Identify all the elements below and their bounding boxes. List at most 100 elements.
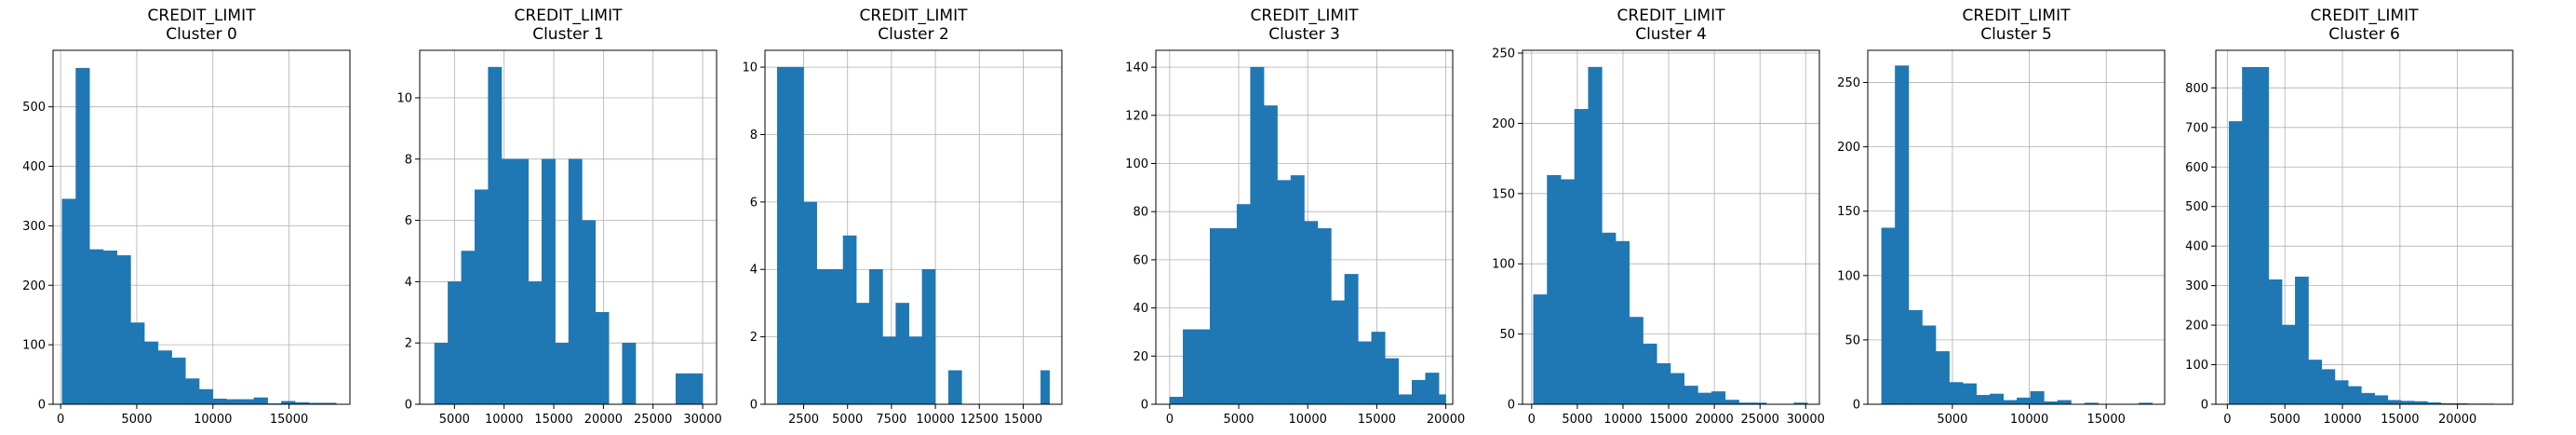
- histogram-bar: [1263, 105, 1278, 405]
- x-tick-label: 20000: [584, 413, 623, 427]
- axes-frame: [1522, 49, 1820, 405]
- histogram-bar: [2308, 360, 2323, 405]
- histogram-bar: [1169, 396, 1184, 405]
- histogram-bar: [1724, 400, 1739, 405]
- y-tick-label: 700: [2185, 121, 2208, 135]
- histogram-bar: [803, 201, 817, 405]
- histogram-bar: [1629, 317, 1644, 405]
- y-tick-label: 0: [1141, 399, 1148, 413]
- x-tick-label: 20000: [2438, 413, 2476, 427]
- chart-panel-2: 2500 5000 7500 10000 12500 15000 0 2 4 6 8 10 CREDIT…: [742, 7, 1063, 427]
- histogram-bar: [102, 250, 117, 405]
- y-tick-label: 20: [1133, 350, 1148, 364]
- y-tick-label: 4: [405, 276, 412, 290]
- histogram-bar: [1602, 232, 1617, 405]
- histogram-bar: [2255, 67, 2270, 405]
- histogram-bar: [869, 268, 883, 405]
- histogram-bar: [2228, 121, 2243, 405]
- y-tick-label: 2: [405, 337, 412, 351]
- histogram-bar: [212, 399, 227, 405]
- y-tick-label: 250: [1837, 76, 1860, 90]
- chart-panel-5: 5000 10000 15000 0 50 100 150 200 250 CREDIT_LIMI…: [1837, 7, 2166, 427]
- chart-title: CREDIT_LIMIT: [1963, 7, 2072, 25]
- histogram-bar: [1331, 300, 1346, 405]
- histogram-bar: [1881, 227, 1896, 405]
- histogram-bar: [1411, 379, 1426, 405]
- histogram-bar: [1385, 358, 1400, 405]
- histogram-bar: [1574, 109, 1589, 405]
- histogram-bar: [1344, 274, 1359, 405]
- histogram-bar: [582, 220, 597, 405]
- chart-title: CREDIT_LIMIT: [148, 7, 257, 25]
- histogram-bar: [790, 66, 804, 405]
- x-tick-label: 15000: [534, 413, 572, 427]
- y-tick-label: 200: [1492, 117, 1515, 131]
- y-tick-label: 100: [22, 339, 46, 353]
- histogram-bar: [1250, 66, 1265, 405]
- x-tick-label: 15000: [1358, 413, 1396, 427]
- y-tick-label: 50: [1499, 328, 1515, 342]
- axes-frame: [419, 49, 718, 405]
- x-tick-label: 25000: [1741, 413, 1779, 427]
- histogram-bar: [1040, 370, 1051, 405]
- chart-title: CREDIT_LIMIT: [1617, 7, 1726, 25]
- x-tick-label: 10000: [1289, 413, 1327, 427]
- histogram-bar: [882, 336, 896, 405]
- histogram-bar: [676, 373, 690, 405]
- x-tick-label: 0: [57, 413, 64, 427]
- histogram-bar: [461, 251, 476, 405]
- chart-subtitle: Cluster 1: [532, 25, 604, 44]
- x-tick-label: 10000: [1603, 413, 1642, 427]
- y-tick-label: 120: [1125, 109, 1148, 123]
- chart-panel-0: 0 5000 10000 15000 0 100 200 300 400 500 CREDIT_LI…: [22, 7, 351, 427]
- x-tick-label: 0: [1166, 413, 1174, 427]
- histogram-bar: [1670, 373, 1684, 405]
- axes-frame: [2215, 49, 2514, 405]
- histogram-bar: [1949, 382, 1964, 405]
- y-tick-label: 2: [750, 331, 758, 345]
- x-tick-label: 5000: [2270, 413, 2301, 427]
- x-tick-label: 12500: [960, 413, 999, 427]
- histogram-bar: [842, 235, 857, 405]
- axes-frame: [52, 49, 351, 405]
- x-tick-label: 7500: [876, 413, 906, 427]
- x-tick-label: 5000: [1937, 413, 1967, 427]
- x-tick-label: 5000: [439, 413, 470, 427]
- y-tick-label: 0: [1853, 399, 1860, 413]
- x-tick-label: 10000: [194, 413, 232, 427]
- histogram-bar: [143, 341, 159, 405]
- chart-title: CREDIT_LIMIT: [860, 7, 969, 25]
- chart-title: CREDIT_LIMIT: [2311, 7, 2420, 25]
- histogram-bar: [2295, 277, 2309, 405]
- histogram-bar: [1236, 204, 1251, 405]
- histogram-bar: [75, 67, 90, 405]
- y-tick-label: 140: [1125, 61, 1148, 75]
- histogram-bar: [622, 342, 637, 405]
- y-tick-label: 4: [750, 264, 758, 278]
- histogram-bar: [2057, 400, 2072, 405]
- x-tick-label: 0: [2223, 413, 2231, 427]
- chart-title: CREDIT_LIMIT: [1251, 7, 1360, 25]
- histogram-bar: [1895, 65, 1910, 405]
- y-tick-label: 10: [396, 91, 412, 105]
- y-tick-label: 8: [405, 153, 412, 167]
- y-tick-label: 400: [2185, 240, 2208, 254]
- histogram-bar: [1196, 329, 1211, 405]
- histogram-bar: [2268, 279, 2283, 405]
- histogram-bar: [921, 268, 936, 405]
- histogram-bar: [434, 342, 449, 405]
- histogram-bar: [829, 268, 844, 405]
- histogram-bar: [2321, 369, 2336, 405]
- histogram-bar: [2400, 401, 2415, 405]
- histogram-bar: [474, 189, 489, 405]
- chart-panel-4: 0 5000 10000 15000 20000 25000 30000 0 50 100 150 2…: [1492, 7, 1825, 427]
- chart-panel-6: 0 5000 10000 15000 20000 0 100 200 300 400 500 600 7…: [2185, 7, 2514, 427]
- histogram-bar: [1358, 341, 1373, 405]
- y-tick-label: 0: [2201, 399, 2208, 413]
- x-tick-label: 5000: [1562, 413, 1592, 427]
- y-tick-label: 0: [38, 399, 46, 413]
- histogram-bar: [1533, 294, 1548, 405]
- y-tick-label: 50: [1845, 333, 1860, 347]
- x-tick-label: 15000: [270, 413, 308, 427]
